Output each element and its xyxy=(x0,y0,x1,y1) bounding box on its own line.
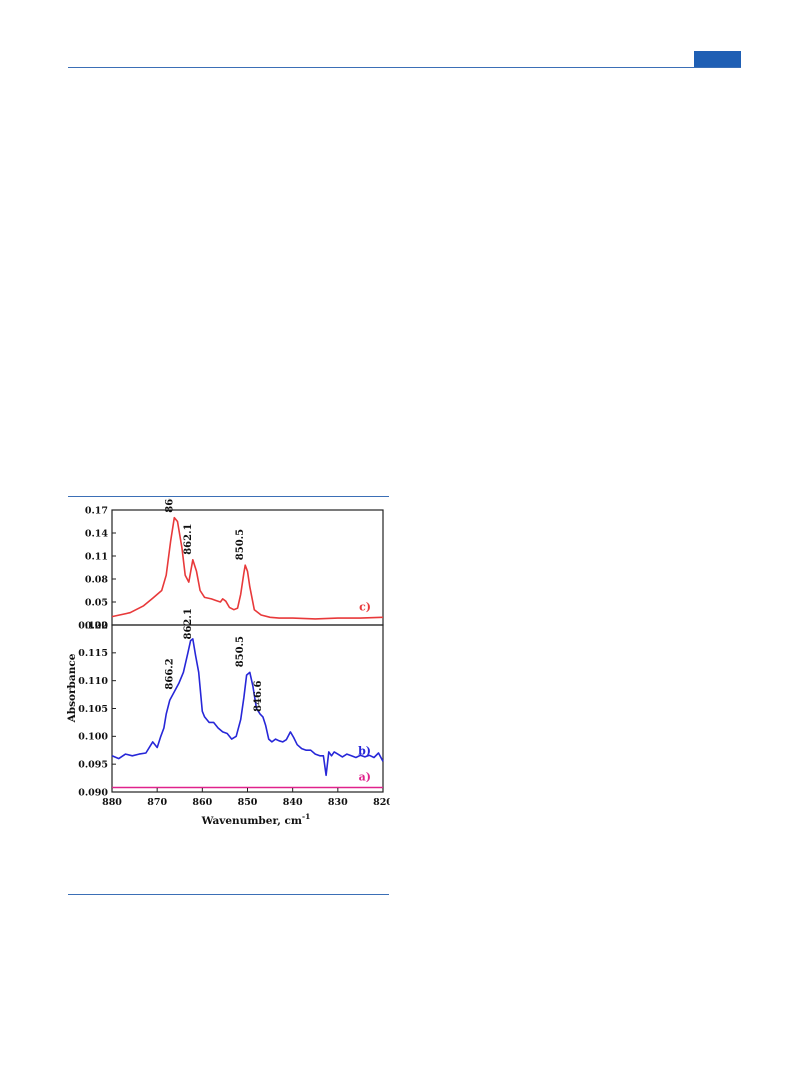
y-tick-label: 0.05 xyxy=(85,597,108,608)
series-label: c) xyxy=(359,600,371,613)
series-line-b xyxy=(111,638,384,777)
y-tick-label: 0.17 xyxy=(85,505,108,516)
y-tick-label: 0.110 xyxy=(78,676,108,687)
x-tick-label: 870 xyxy=(147,797,167,808)
panel-frame xyxy=(111,624,384,793)
y-tick-label: 0.08 xyxy=(85,574,109,585)
peak-label: 862.1 xyxy=(183,608,194,639)
x-tick-label: 860 xyxy=(192,797,212,808)
y-tick-label: 0.14 xyxy=(85,528,109,539)
peak-label: 866.2 xyxy=(164,498,175,513)
peak-label: 862.1 xyxy=(183,523,194,554)
y-tick-label: 0.105 xyxy=(78,704,108,715)
y-tick-label: 0.100 xyxy=(78,732,108,743)
y-tick-label: 0.02 xyxy=(85,620,108,631)
panel-top: 0.17 0.14 0.11 0.08 0.05 0.02 c) 866.2 862.1 850.… xyxy=(85,498,384,631)
series-line-c xyxy=(111,516,384,620)
x-tick-label: 850 xyxy=(238,797,258,808)
peak-label: 850.5 xyxy=(235,636,246,667)
panel-bottom: 0.120 0.115 0.110 0.105 0.100 0.095 0.090 b) a) 8… xyxy=(78,608,384,798)
ftir-spectrum-chart: 0.17 0.14 0.11 0.08 0.05 0.02 c) 866.2 862.1 850.… xyxy=(66,498,390,827)
peak-label: 866.2 xyxy=(164,658,175,689)
figure-top-rule xyxy=(68,496,389,497)
header-tab xyxy=(694,51,741,67)
figure-bottom-rule xyxy=(68,894,389,895)
x-axis-title: Wavenumber, cm-1 xyxy=(201,812,311,827)
peak-label: 846.6 xyxy=(253,681,264,712)
y-tick-label: 0.115 xyxy=(78,648,108,659)
y-axis-title: Absorbance xyxy=(66,653,78,723)
y-tick-label: 0.095 xyxy=(78,759,108,770)
x-tick-label: 820 xyxy=(373,797,390,808)
x-tick-label: 840 xyxy=(283,797,303,808)
y-tick-label: 0.090 xyxy=(78,787,108,798)
series-label: b) xyxy=(358,744,371,757)
x-tick-label: 880 xyxy=(102,797,122,808)
y-tick-label: 0.11 xyxy=(85,551,108,562)
peak-label: 850.5 xyxy=(235,529,246,560)
panel-frame xyxy=(111,509,384,626)
y-tick-label: 0.120 xyxy=(78,620,108,631)
header-rule xyxy=(68,67,741,68)
x-tick-label: 830 xyxy=(328,797,348,808)
series-label: a) xyxy=(359,771,371,784)
